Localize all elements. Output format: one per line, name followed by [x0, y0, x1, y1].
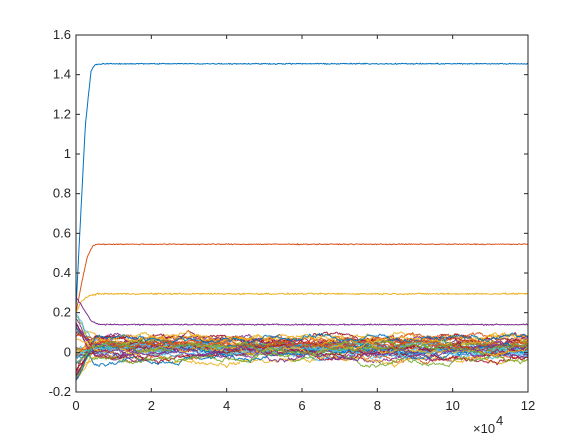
x-tick-label: 12	[521, 398, 535, 413]
bundle-series-line	[75, 342, 529, 372]
bundle-series-line	[75, 330, 529, 355]
bundle-series-line	[75, 351, 529, 368]
x-tick-label: 10	[445, 398, 459, 413]
y-tick-label: 0.4	[53, 265, 71, 280]
main-series-line-2	[75, 243, 529, 313]
bundle-series-line	[75, 318, 529, 363]
y-tick-label: 1.2	[53, 106, 71, 121]
x-tick-label: 2	[148, 398, 155, 413]
y-tick-label: 0	[64, 344, 71, 359]
bundle-series-line	[75, 332, 529, 380]
x-tick-label: 8	[374, 398, 381, 413]
x-axis-exponent-power: 4	[496, 413, 503, 428]
bundle-series-line	[75, 338, 529, 357]
y-tick-label: 1	[64, 146, 71, 161]
y-tick-label: 1.4	[53, 67, 71, 82]
ticks-layer: 0 2 4 6 8 10 12-0.200.20.40.60.811.21.41.6	[49, 27, 536, 413]
y-tick-label: -0.2	[49, 384, 71, 399]
x-axis-exponent-label: ×10	[473, 421, 495, 436]
y-tick-label: 0.8	[53, 186, 71, 201]
y-tick-label: 0.6	[53, 225, 71, 240]
y-tick-label: 1.6	[53, 27, 71, 42]
main-series-line-4	[75, 296, 529, 326]
x-tick-label: 6	[298, 398, 305, 413]
x-tick-label: 4	[223, 398, 230, 413]
main-series-line-3	[75, 292, 529, 313]
bundle-series-line	[75, 340, 529, 364]
main-series-line-1	[75, 62, 529, 309]
series-layer	[75, 62, 529, 381]
y-tick-label: 0.2	[53, 305, 71, 320]
x-tick-label: 0	[72, 398, 79, 413]
